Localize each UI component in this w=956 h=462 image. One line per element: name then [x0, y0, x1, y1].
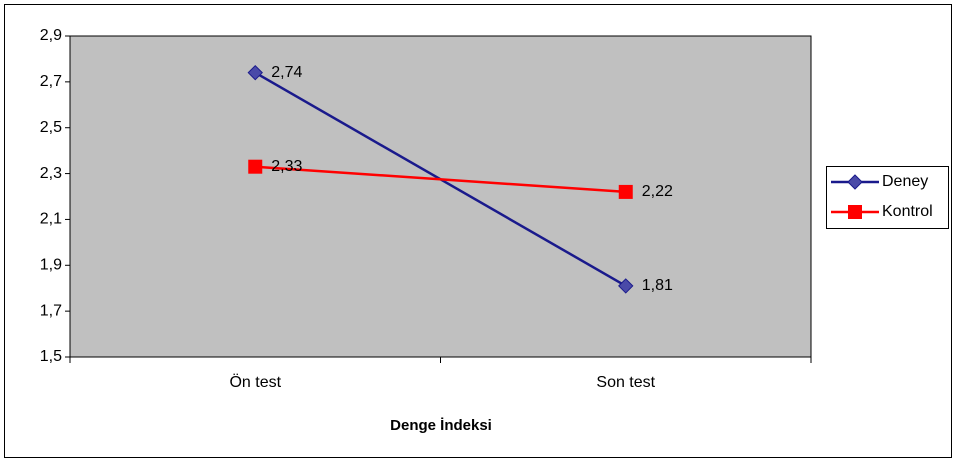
point: [848, 205, 862, 219]
x-tick-label: Ön test: [229, 373, 281, 391]
plot-area: [69, 35, 812, 358]
series-line: [255, 165, 626, 194]
data-label: 2,22: [642, 183, 673, 200]
x-axis-label: Denge İndeksi: [390, 417, 492, 434]
y-tick-label: 2,9: [40, 27, 62, 44]
y-tick-label: 2,1: [40, 211, 62, 228]
y-tick-label: 2,7: [40, 73, 62, 90]
legend-label: Deney: [882, 173, 928, 190]
point: [618, 278, 634, 294]
point: [247, 64, 263, 81]
point: [847, 174, 863, 190]
y-tick-label: 2,5: [40, 119, 62, 136]
y-tick-label: 1,9: [40, 257, 62, 274]
y-tick-label: 2,3: [40, 165, 62, 182]
y-tick-label: 1,7: [40, 302, 62, 319]
data-label: 2,33: [271, 158, 302, 175]
legend-label: Kontrol: [882, 203, 933, 220]
x-tick-label: Son test: [596, 374, 655, 391]
point: [248, 159, 263, 174]
y-tick-label: 1,5: [40, 348, 62, 365]
legend-box: [826, 166, 949, 229]
point: [618, 184, 633, 199]
data-label: 2,74: [271, 64, 302, 81]
data-label: 1,81: [642, 277, 673, 294]
